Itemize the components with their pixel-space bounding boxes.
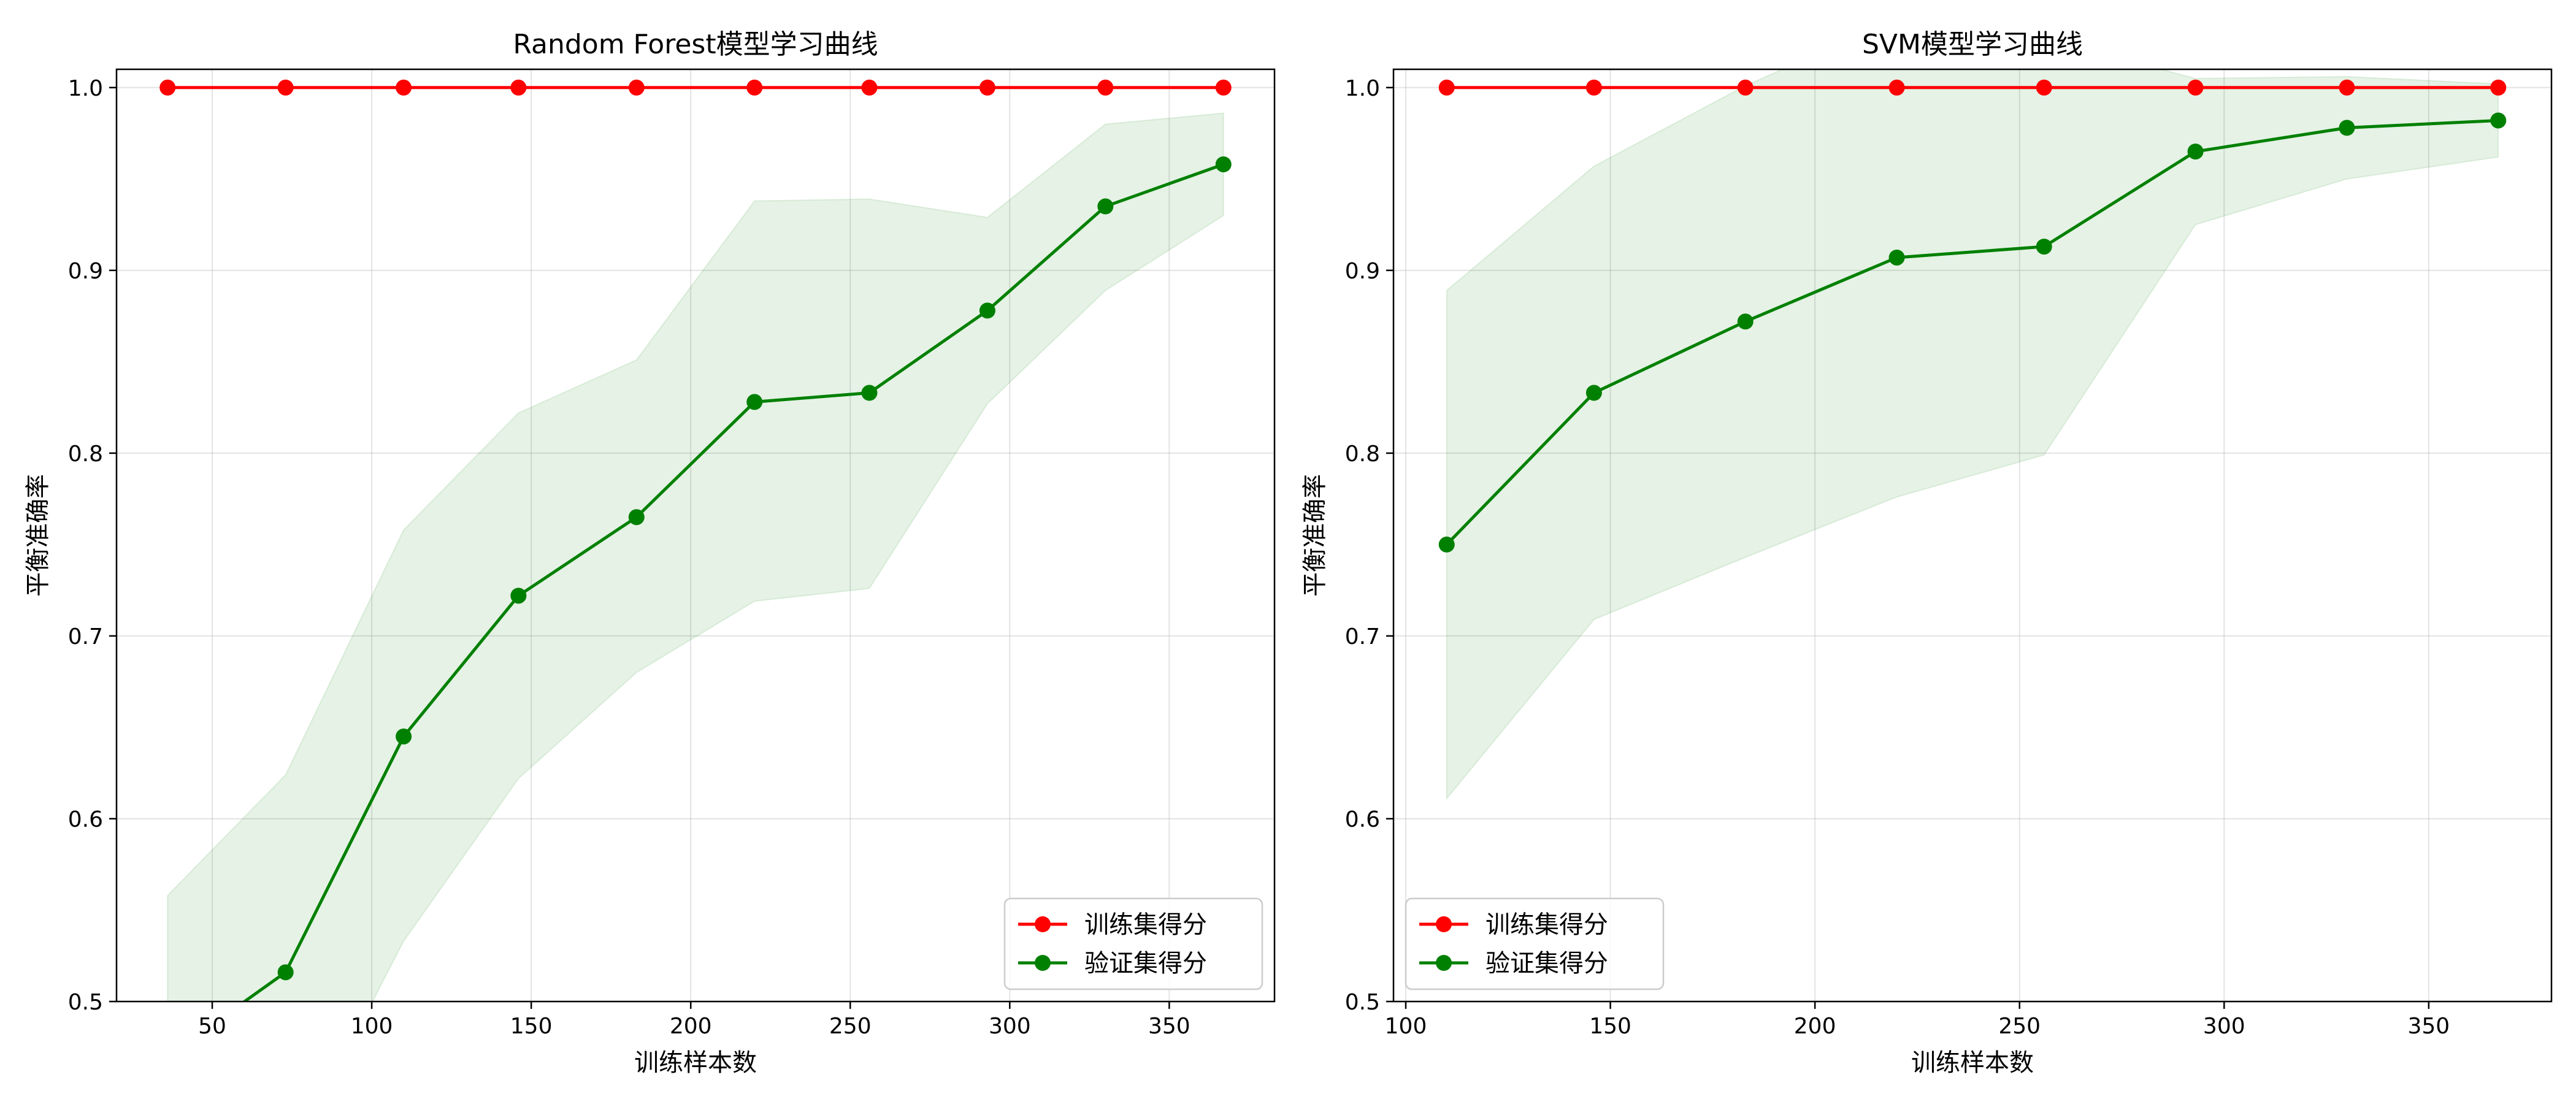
point-series-1 (1097, 79, 1114, 96)
point-series-1 (1438, 79, 1455, 96)
point-series-1 (2490, 79, 2507, 96)
y-tick-label: 1.0 (68, 76, 103, 101)
x-tick-label: 150 (1589, 1014, 1631, 1039)
x-axis-label: 训练样本数 (1911, 1049, 2034, 1077)
legend-swatch-marker (1436, 955, 1452, 971)
x-tick-label: 300 (2203, 1014, 2245, 1039)
point-series-1 (510, 79, 527, 96)
point-series-2 (1097, 198, 1114, 215)
chart-panel-1: 50 100 150 200 250 300 350 0.5 0.6 0.7 0.8 0.9 1.0 Ra… (24, 29, 1276, 1077)
point-series-2 (396, 728, 412, 745)
legend-box (1003, 897, 1263, 990)
chart-title: SVM模型学习曲线 (1862, 29, 2083, 60)
point-series-2 (2187, 144, 2204, 160)
y-tick-label: 0.9 (68, 259, 103, 284)
plot-area (159, 79, 1232, 1064)
legend-swatch-marker (1436, 916, 1452, 932)
point-series-2 (2036, 239, 2052, 255)
point-series-1 (2036, 79, 2052, 96)
y-axis-label: 平衡准确率 (24, 474, 52, 597)
legend-label: 训练集得分 (1485, 911, 1608, 939)
y-tick-label: 0.5 (1345, 990, 1380, 1015)
plot-area (1438, 69, 2507, 800)
point-series-2 (510, 588, 527, 604)
x-tick-label: 200 (1794, 1014, 1836, 1039)
y-tick-label: 0.7 (68, 624, 103, 649)
x-tick-label: 50 (198, 1014, 226, 1039)
point-series-1 (277, 79, 294, 96)
x-tick-label: 250 (1998, 1014, 2041, 1039)
legend-box (1405, 897, 1665, 990)
point-series-2 (1585, 385, 1602, 401)
point-series-1 (861, 79, 878, 96)
point-series-1 (979, 79, 995, 96)
point-series-1 (1888, 79, 1905, 96)
point-series-2 (1438, 536, 1455, 553)
y-tick-label: 0.8 (68, 442, 103, 467)
point-series-2 (2490, 112, 2507, 129)
legend-swatch-marker (1035, 955, 1051, 971)
chart-title: Random Forest模型学习曲线 (513, 29, 878, 60)
legend-label: 验证集得分 (1485, 949, 1608, 978)
point-series-1 (159, 79, 176, 96)
x-tick-label: 100 (1385, 1014, 1427, 1039)
point-series-2 (628, 509, 645, 526)
point-series-2 (746, 394, 763, 410)
point-series-1 (1215, 79, 1232, 96)
chart-panel-2: 100 150 200 250 300 350 0.5 0.6 0.7 0.8 0.9 1.0 SVM模… (1301, 29, 2553, 1077)
point-series-2 (277, 964, 294, 981)
point-series-1 (2187, 79, 2204, 96)
point-series-2 (2339, 120, 2355, 136)
band-series-2 (167, 112, 1224, 1002)
x-tick-label: 250 (829, 1014, 872, 1039)
x-tick-label: 350 (1148, 1014, 1190, 1039)
legend-label: 验证集得分 (1084, 949, 1207, 978)
point-series-2 (1737, 313, 1754, 330)
x-axis-label: 训练样本数 (634, 1049, 757, 1077)
x-tick-label: 150 (510, 1014, 553, 1039)
point-series-2 (1888, 249, 1905, 266)
line-series-2 (1445, 118, 2499, 546)
y-tick-label: 0.5 (68, 990, 103, 1015)
point-series-2 (159, 1048, 175, 1064)
band-series-2 (1446, 69, 2499, 800)
point-series-1 (1737, 79, 1754, 96)
y-tick-label: 0.8 (1345, 442, 1380, 467)
y-tick-label: 1.0 (1345, 76, 1380, 101)
point-series-1 (1585, 79, 1602, 96)
y-axis-label: 平衡准确率 (1301, 474, 1329, 597)
point-series-1 (2339, 79, 2355, 96)
x-tick-label: 350 (2407, 1014, 2450, 1039)
y-tick-label: 0.9 (1345, 259, 1380, 284)
x-tick-label: 300 (989, 1014, 1031, 1039)
line-series-2 (242, 163, 1224, 1002)
point-series-2 (1215, 156, 1232, 172)
y-tick-label: 0.7 (1345, 624, 1380, 649)
legend-label: 训练集得分 (1084, 911, 1207, 939)
point-series-1 (746, 79, 763, 96)
x-tick-label: 100 (351, 1014, 393, 1039)
y-tick-label: 0.6 (1345, 807, 1380, 832)
legend-swatch-marker (1035, 916, 1051, 932)
gridlines (1393, 69, 2551, 1002)
axes-frame (1392, 68, 2553, 1003)
axes-frame (115, 68, 1276, 1003)
point-series-2 (979, 302, 995, 319)
point-series-2 (861, 385, 878, 401)
point-series-1 (628, 79, 645, 96)
x-tick-label: 200 (670, 1014, 712, 1039)
y-tick-label: 0.6 (68, 807, 103, 832)
point-series-1 (396, 79, 412, 96)
